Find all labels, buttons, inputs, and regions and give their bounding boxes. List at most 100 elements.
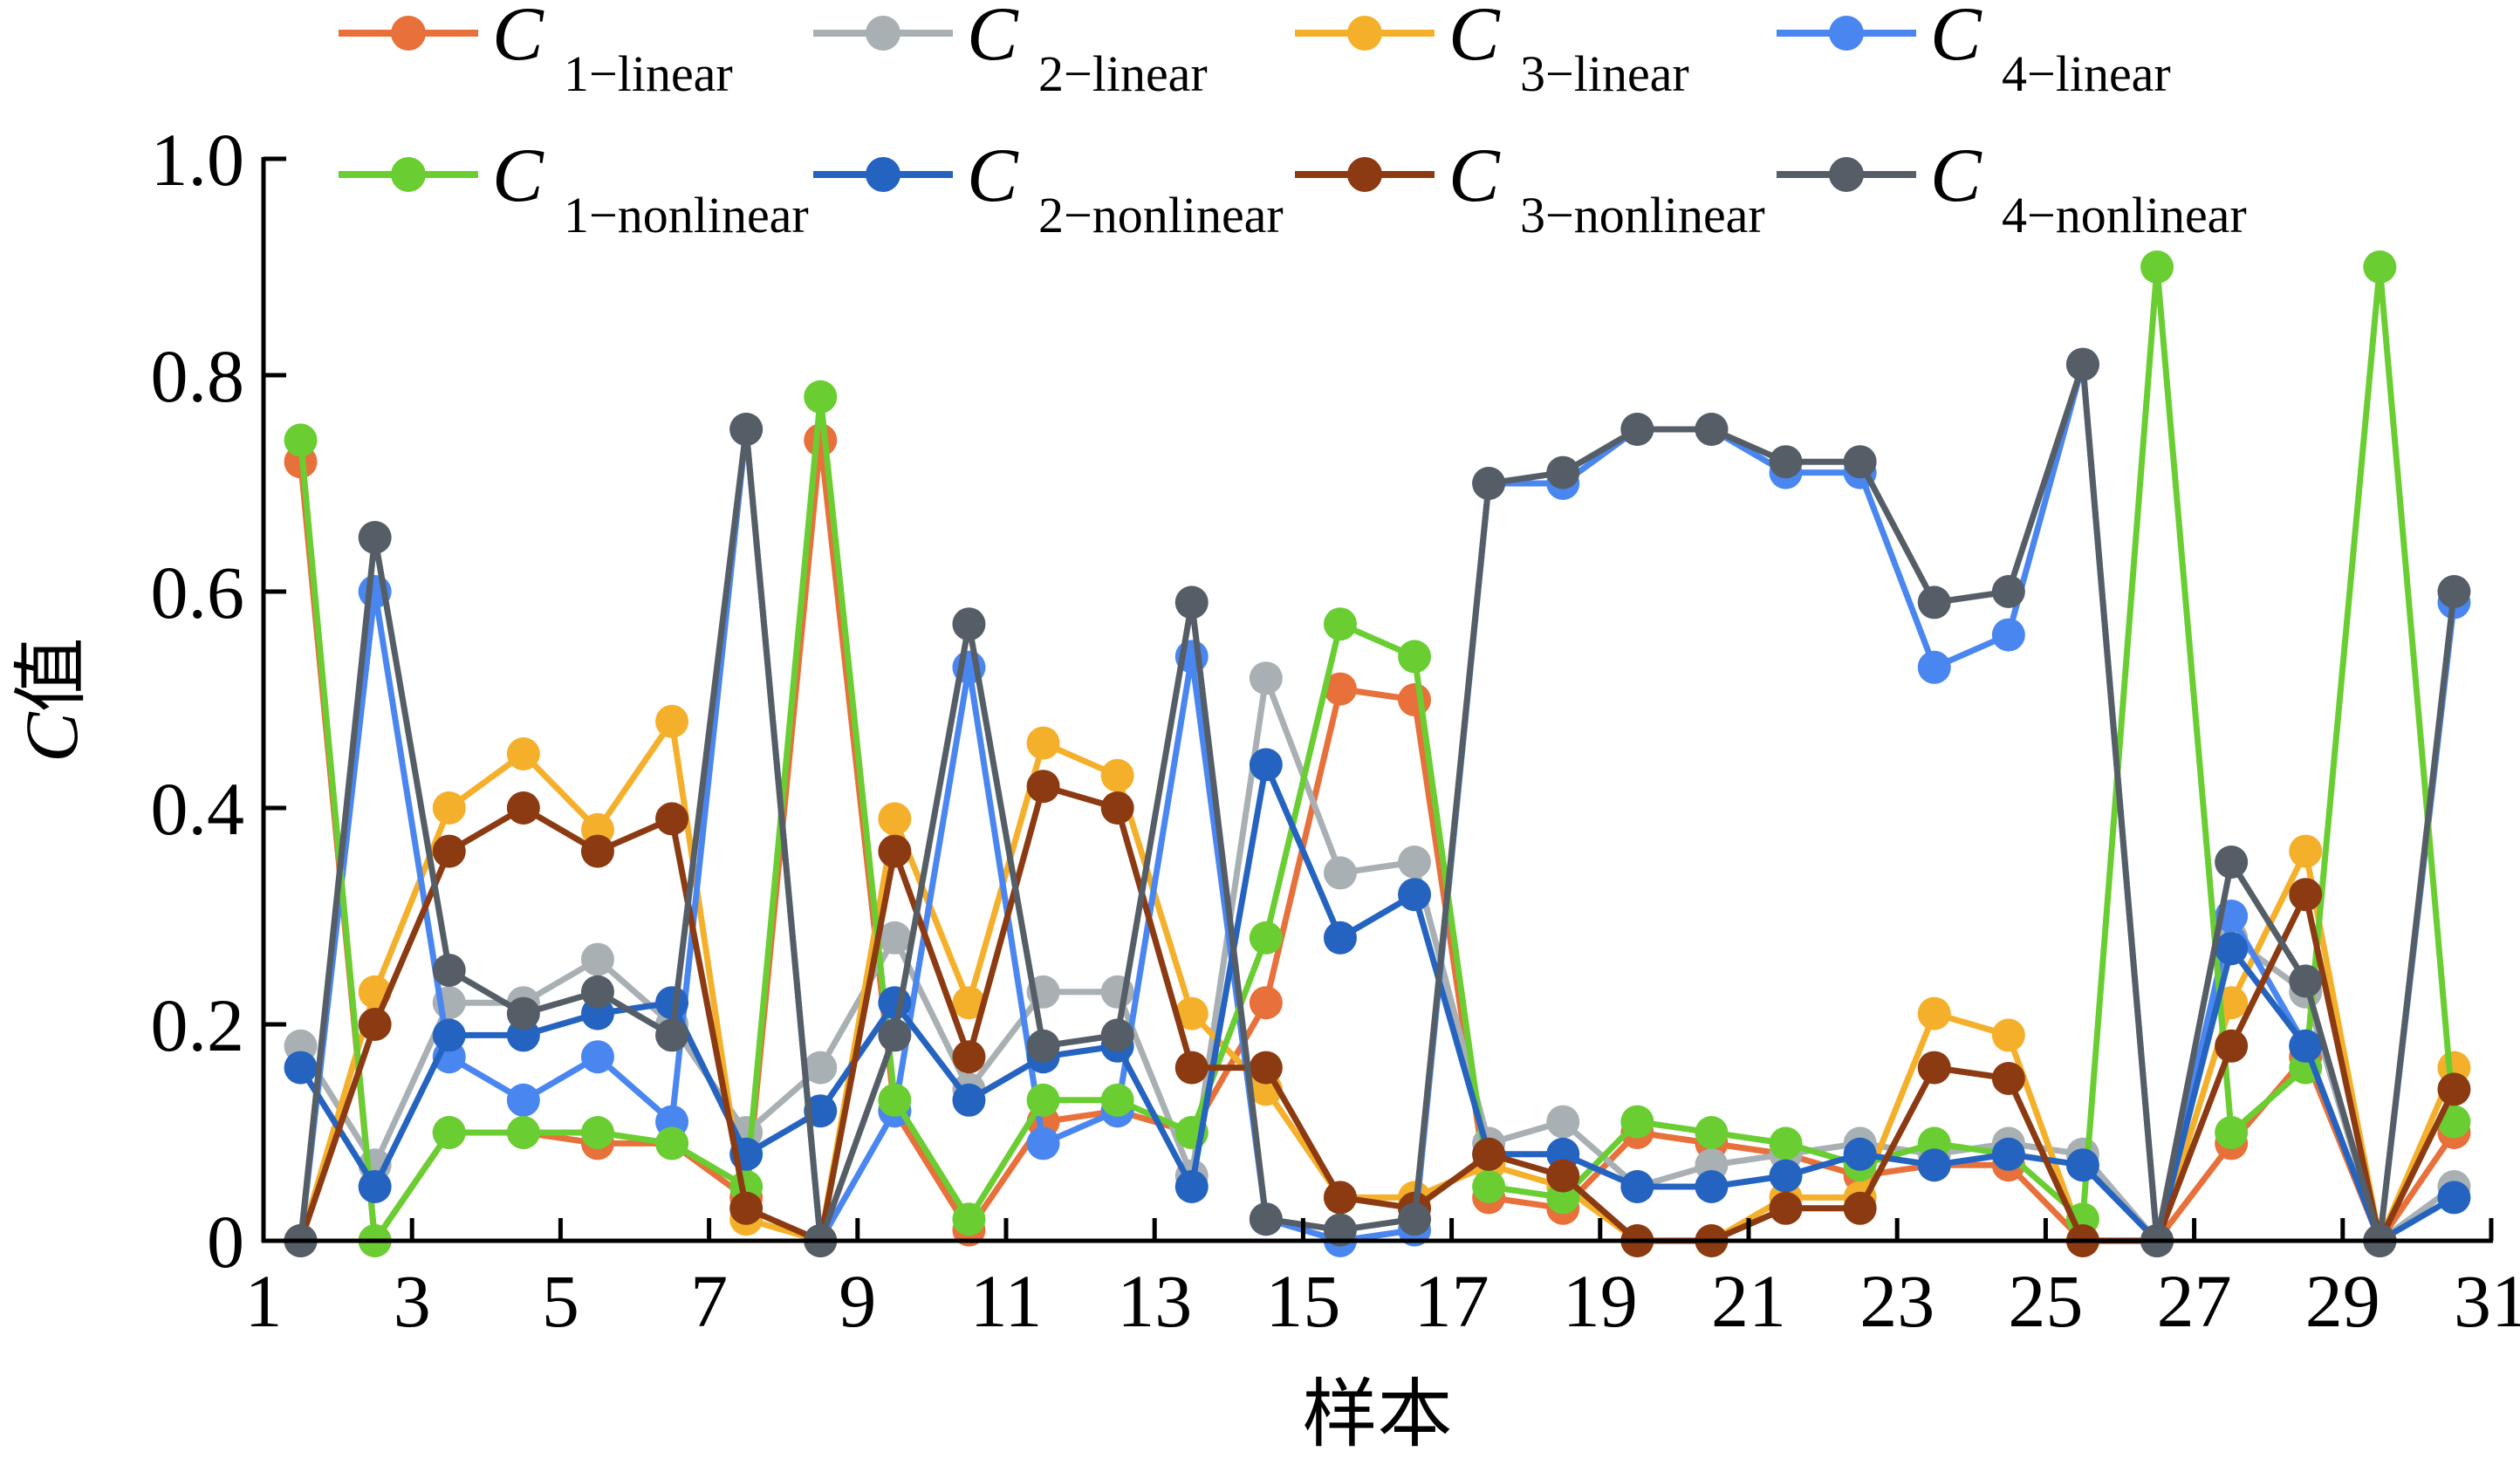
data-point — [1100, 791, 1134, 825]
legend-item: C 3−nonlinear — [1295, 134, 1765, 243]
data-point — [1472, 467, 1506, 500]
legend-label-main: C — [1448, 134, 1501, 218]
data-point — [2215, 1116, 2249, 1149]
data-point — [1769, 1126, 1803, 1160]
data-point — [1249, 748, 1283, 782]
legend-label-main: C — [492, 0, 544, 77]
data-point — [2437, 1072, 2471, 1106]
legend-swatch-marker — [1347, 16, 1382, 51]
data-point — [878, 921, 912, 955]
data-point — [1174, 996, 1209, 1030]
legend-label-main: C — [1930, 0, 1982, 77]
y-tick-label: 1.0 — [151, 118, 245, 202]
data-point — [1991, 618, 2025, 652]
series-line — [298, 783, 2457, 1244]
data-point — [952, 1202, 986, 1236]
data-point — [506, 1083, 540, 1117]
data-point — [1620, 413, 1654, 446]
data-point — [284, 1051, 318, 1085]
data-point — [506, 996, 540, 1030]
data-point — [952, 607, 986, 641]
axes: 1 3 5 7 9 11 13 15 17 19 21 23 25 27 29 31 00.20.40.60.… — [151, 118, 2520, 1343]
x-ticks: 1 3 5 7 9 11 13 15 17 19 21 23 25 27 29 31 — [245, 1218, 2520, 1343]
x-tick-label: 1 — [245, 1259, 283, 1343]
series-1-nonlinear — [284, 250, 2471, 1257]
data-point — [1398, 640, 1432, 674]
data-point — [1769, 1191, 1803, 1225]
data-point — [804, 1051, 838, 1085]
data-point — [878, 834, 912, 868]
x-axis-title: 样本 — [1303, 1371, 1453, 1458]
data-point — [432, 791, 466, 825]
y-tick-label: 0.6 — [151, 551, 245, 634]
data-point — [580, 942, 614, 976]
data-point — [878, 986, 912, 1020]
data-point — [1843, 445, 1877, 479]
data-point — [1249, 1202, 1283, 1236]
data-point — [2437, 575, 2471, 608]
data-point — [580, 1040, 614, 1074]
data-point — [1323, 607, 1357, 641]
data-point — [2065, 347, 2099, 381]
data-point — [2215, 846, 2249, 879]
legend-label-main: C — [967, 0, 1019, 77]
data-point — [2437, 1105, 2471, 1139]
data-point — [1991, 1062, 2025, 1095]
legend-label-main: C — [1448, 0, 1501, 77]
data-point — [2289, 878, 2323, 912]
data-point — [1026, 1029, 1060, 1063]
data-point — [1695, 1116, 1729, 1149]
data-point — [1249, 986, 1283, 1020]
data-point — [1546, 1105, 1580, 1139]
legend-swatch-marker — [1347, 157, 1382, 192]
data-point — [432, 1018, 466, 1052]
data-point — [1695, 1170, 1729, 1203]
legend-label-sub: 3−linear — [1520, 45, 1689, 102]
data-point — [1174, 1051, 1209, 1085]
data-point — [1323, 921, 1357, 955]
data-point — [1917, 650, 1951, 684]
data-point — [804, 380, 838, 414]
data-point — [284, 423, 318, 457]
data-point — [1323, 1213, 1357, 1247]
legend-item: C 2−nonlinear — [813, 134, 1284, 243]
x-tick-label: 9 — [839, 1259, 876, 1343]
data-point — [1917, 1148, 1951, 1182]
data-point — [1546, 455, 1580, 490]
series-line — [298, 761, 2457, 1244]
data-point — [655, 1018, 689, 1052]
data-point — [432, 954, 466, 987]
data-point — [2363, 250, 2397, 284]
legend: C 1−linear C 2−linear C 3−linear C 4−linear C 1−n… — [339, 0, 2247, 243]
data-point — [1026, 1126, 1060, 1160]
legend-swatch-marker — [1829, 157, 1864, 192]
y-tick-label: 0 — [207, 1200, 244, 1284]
series-2-linear — [284, 661, 2471, 1257]
data-point — [729, 413, 764, 446]
legend-label-sub: 2−linear — [1038, 45, 1208, 102]
data-point — [1323, 1181, 1357, 1215]
data-point — [1991, 1137, 2025, 1171]
legend-item: C 4−nonlinear — [1777, 134, 2247, 243]
data-point — [1249, 921, 1283, 955]
data-point — [1769, 445, 1803, 479]
data-point — [1843, 1191, 1877, 1225]
x-tick-label: 23 — [1859, 1259, 1935, 1343]
legend-item: C 3−linear — [1295, 0, 1689, 102]
data-point — [1917, 996, 1951, 1030]
data-point — [1843, 1137, 1877, 1171]
data-point — [2437, 1181, 2471, 1215]
legend-item: C 1−nonlinear — [339, 134, 809, 243]
x-tick-label: 19 — [1563, 1259, 1638, 1343]
legend-swatch-marker — [866, 157, 900, 192]
legend-label-main: C — [1930, 134, 1982, 218]
data-point — [2215, 932, 2249, 966]
x-tick-label: 21 — [1711, 1259, 1786, 1343]
data-point — [506, 737, 540, 770]
y-axis-title: C值 — [8, 637, 95, 762]
data-point — [432, 834, 466, 868]
data-point — [1398, 846, 1432, 879]
data-point — [655, 802, 689, 836]
data-point — [952, 986, 986, 1020]
